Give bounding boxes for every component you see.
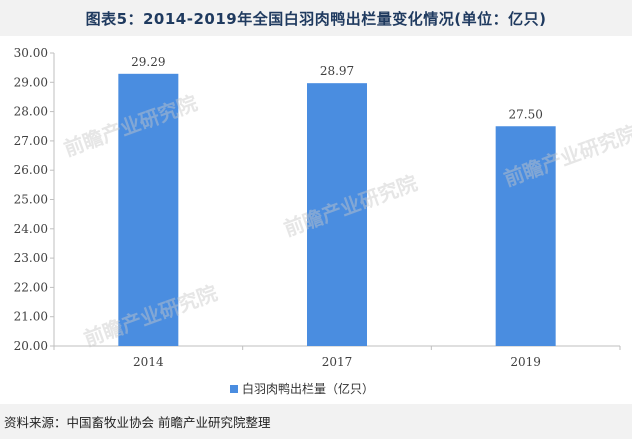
data-label: 29.29 — [131, 55, 165, 69]
y-tick-label: 21.00 — [14, 310, 48, 324]
chart-legend: 白羽肉鸭出栏量（亿只） — [230, 380, 374, 397]
y-tick-label: 20.00 — [14, 339, 48, 353]
chart-title: 图表5：2014-2019年全国白羽肉鸭出栏量变化情况(单位：亿只) — [85, 9, 547, 28]
source-bar: 资料来源：中国畜牧业协会 前瞻产业研究院整理 — [0, 404, 632, 439]
title-bar: 图表5：2014-2019年全国白羽肉鸭出栏量变化情况(单位：亿只) — [0, 0, 632, 36]
legend-swatch — [230, 384, 238, 393]
bar — [495, 126, 556, 346]
y-tick-label: 25.00 — [14, 193, 48, 207]
legend-label: 白羽肉鸭出栏量（亿只） — [242, 382, 375, 396]
bar-chart: 20.00 21.00 22.00 23.00 24.00 25.00 26.00 27.00… — [14, 46, 621, 369]
bar — [118, 73, 179, 346]
y-tick-label: 26.00 — [14, 163, 48, 177]
x-tick-label: 2017 — [322, 355, 353, 369]
data-label: 28.97 — [320, 64, 354, 78]
source-note: 资料来源：中国畜牧业协会 前瞻产业研究院整理 — [4, 415, 271, 430]
y-tick-label: 22.00 — [14, 280, 48, 294]
y-tick-label: 29.00 — [14, 75, 48, 89]
y-tick-label: 30.00 — [14, 46, 48, 60]
data-label: 27.50 — [508, 107, 542, 121]
y-tick-label: 27.00 — [14, 134, 48, 148]
y-tick-label: 24.00 — [14, 222, 48, 236]
bar — [307, 83, 367, 346]
y-tick-label: 28.00 — [14, 105, 48, 119]
chart-area: 20.00 21.00 22.00 23.00 24.00 25.00 26.00 27.00… — [0, 36, 632, 404]
x-tick-label: 2014 — [133, 355, 164, 369]
y-tick-label: 23.00 — [14, 251, 48, 265]
x-tick-label: 2019 — [510, 355, 541, 369]
